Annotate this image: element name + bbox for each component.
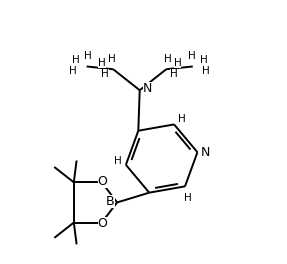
Text: H: H	[108, 54, 116, 64]
Text: H: H	[174, 58, 181, 68]
Text: H: H	[178, 114, 186, 124]
Text: H: H	[199, 55, 207, 65]
Text: N: N	[201, 146, 210, 159]
Text: N: N	[143, 82, 152, 95]
Text: H: H	[187, 51, 195, 61]
Text: H: H	[202, 67, 210, 77]
Text: H: H	[84, 51, 92, 61]
Text: H: H	[69, 67, 77, 77]
Text: H: H	[170, 69, 178, 79]
Text: B: B	[106, 195, 115, 208]
Text: H: H	[102, 69, 109, 79]
Text: H: H	[98, 58, 106, 68]
Text: H: H	[185, 192, 192, 202]
Text: H: H	[164, 54, 172, 64]
Text: H: H	[114, 156, 122, 166]
Text: H: H	[72, 55, 80, 65]
Text: O: O	[98, 175, 108, 188]
Text: O: O	[98, 217, 108, 230]
